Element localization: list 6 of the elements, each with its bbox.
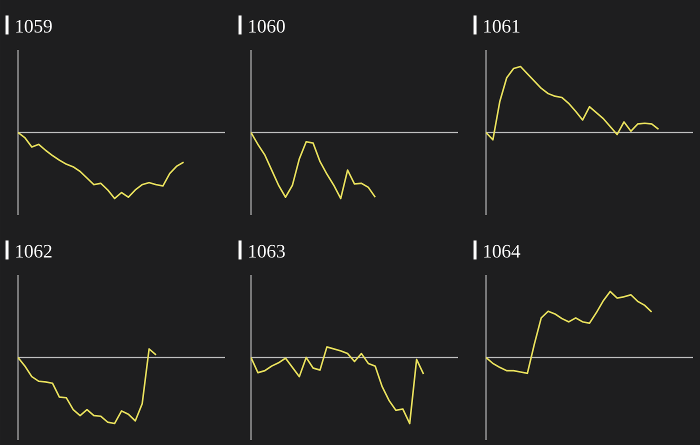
chart-title: 1059 xyxy=(16,20,52,33)
chart-title: 1061 xyxy=(484,20,520,33)
chart-title: 1060 xyxy=(249,20,285,33)
chart-title: 1063 xyxy=(249,244,285,258)
chart-title: 1064 xyxy=(484,244,520,258)
chart-title: 1062 xyxy=(16,244,52,258)
